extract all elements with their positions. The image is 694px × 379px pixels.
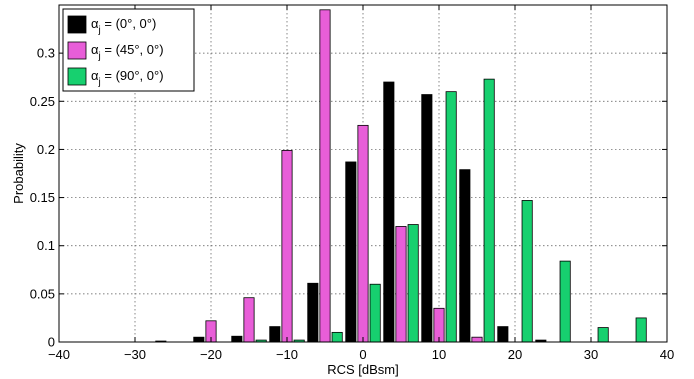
y-tick-label: 0.25 xyxy=(30,94,55,109)
legend-swatch xyxy=(67,41,87,60)
x-tick-label: 10 xyxy=(432,347,446,362)
legend-entry-label: αj = (0°, 0°) xyxy=(91,16,156,36)
x-tick-label: −20 xyxy=(200,347,222,362)
bar-series-3 xyxy=(559,260,571,343)
bar-series-1 xyxy=(231,335,243,343)
bar-series-3 xyxy=(483,78,495,343)
x-tick-label: 40 xyxy=(660,347,674,362)
bar-series-3 xyxy=(331,331,343,343)
bar-series-3 xyxy=(521,200,533,343)
x-tick-label: 30 xyxy=(584,347,598,362)
bar-series-1 xyxy=(307,282,319,343)
legend-alpha: α xyxy=(91,42,99,57)
legend-entry-label: αj = (90°, 0°) xyxy=(91,68,164,88)
y-tick-label: 0.15 xyxy=(30,190,55,205)
bar-series-1 xyxy=(269,326,281,343)
bar-series-2 xyxy=(281,149,293,343)
bar-series-3 xyxy=(369,283,381,343)
legend-value: = (45°, 0°) xyxy=(101,42,164,57)
bar-series-1 xyxy=(193,336,205,343)
x-tick-labels: −40 −30 −20 −10 0 10 20 30 40 xyxy=(48,347,674,362)
bar-series-2 xyxy=(319,9,331,343)
y-tick-label: 0.3 xyxy=(37,46,55,61)
legend-swatch xyxy=(67,15,87,34)
legend-value: = (90°, 0°) xyxy=(101,68,164,83)
legend-subscript: j xyxy=(98,77,101,88)
bar-series-2 xyxy=(433,307,445,343)
bar-series-1 xyxy=(497,326,509,343)
bar-series-3 xyxy=(597,327,609,343)
y-tick-label: 0.1 xyxy=(37,238,55,253)
x-tick-label: −10 xyxy=(276,347,298,362)
y-tick-label: 0.2 xyxy=(37,142,55,157)
y-tick-labels: 0 0.05 0.1 0.15 0.2 0.25 0.3 xyxy=(30,46,55,350)
bar-series-1 xyxy=(421,94,433,343)
bar-series-2 xyxy=(357,124,369,343)
y-tick-label: 0 xyxy=(48,335,55,350)
bar-series-2 xyxy=(471,336,483,343)
bar-series-2 xyxy=(243,297,255,343)
x-tick-label: 20 xyxy=(508,347,522,362)
legend-alpha: α xyxy=(91,16,99,31)
legend-entry-label: αj = (45°, 0°) xyxy=(91,42,164,62)
bar-series-1 xyxy=(459,169,471,343)
y-axis-label: Probability xyxy=(11,143,26,204)
x-tick-label: −30 xyxy=(124,347,146,362)
legend-value: = (0°, 0°) xyxy=(101,16,157,31)
bar-series-2 xyxy=(395,226,407,343)
bar-series-1 xyxy=(345,161,357,343)
y-tick-label: 0.05 xyxy=(30,286,55,301)
legend: αj = (0°, 0°)αj = (45°, 0°)αj = (90°, 0°… xyxy=(62,8,195,92)
x-tick-label: 0 xyxy=(359,347,366,362)
axis-ticks xyxy=(58,5,668,343)
legend-alpha: α xyxy=(91,68,99,83)
x-tick-label: −40 xyxy=(48,347,70,362)
bar-series-3 xyxy=(407,224,419,343)
bar-series-3 xyxy=(635,317,647,343)
bar-series-1 xyxy=(383,81,395,343)
legend-subscript: j xyxy=(98,51,101,62)
legend-subscript: j xyxy=(98,25,101,36)
x-axis-label: RCS [dBsm] xyxy=(327,362,399,377)
bar-series-3 xyxy=(445,91,457,343)
legend-swatch xyxy=(67,67,87,86)
